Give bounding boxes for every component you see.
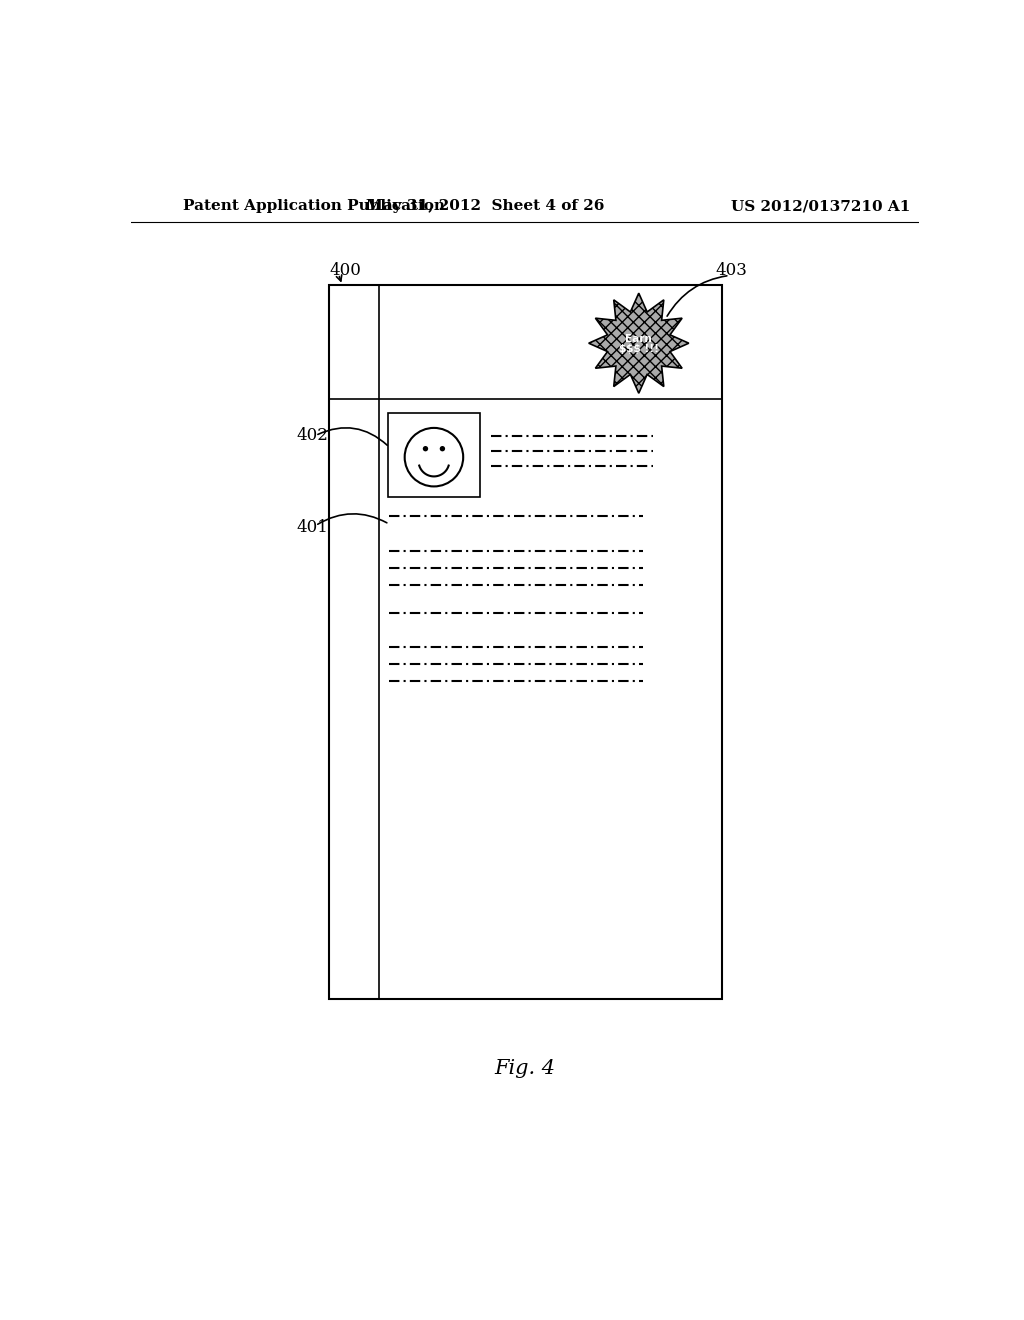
Text: Fig. 4: Fig. 4 [495,1059,555,1078]
Bar [388,412,480,498]
Bar [330,285,722,999]
Text: 402: 402 [296,428,328,444]
Text: May 31, 2012  Sheet 4 of 26: May 31, 2012 Sheet 4 of 26 [366,199,604,213]
Circle shape [439,446,445,451]
Text: Patent Application Publication: Patent Application Publication [183,199,444,213]
Text: 403: 403 [716,261,748,279]
Text: 401: 401 [296,520,328,536]
Text: US 2012/0137210 A1: US 2012/0137210 A1 [731,199,910,213]
Text: Earn: Earn [626,334,652,345]
Circle shape [423,446,428,451]
Polygon shape [589,293,689,393]
Text: $$$ !!!: $$$ !!! [618,345,658,354]
Text: 400: 400 [330,261,361,279]
